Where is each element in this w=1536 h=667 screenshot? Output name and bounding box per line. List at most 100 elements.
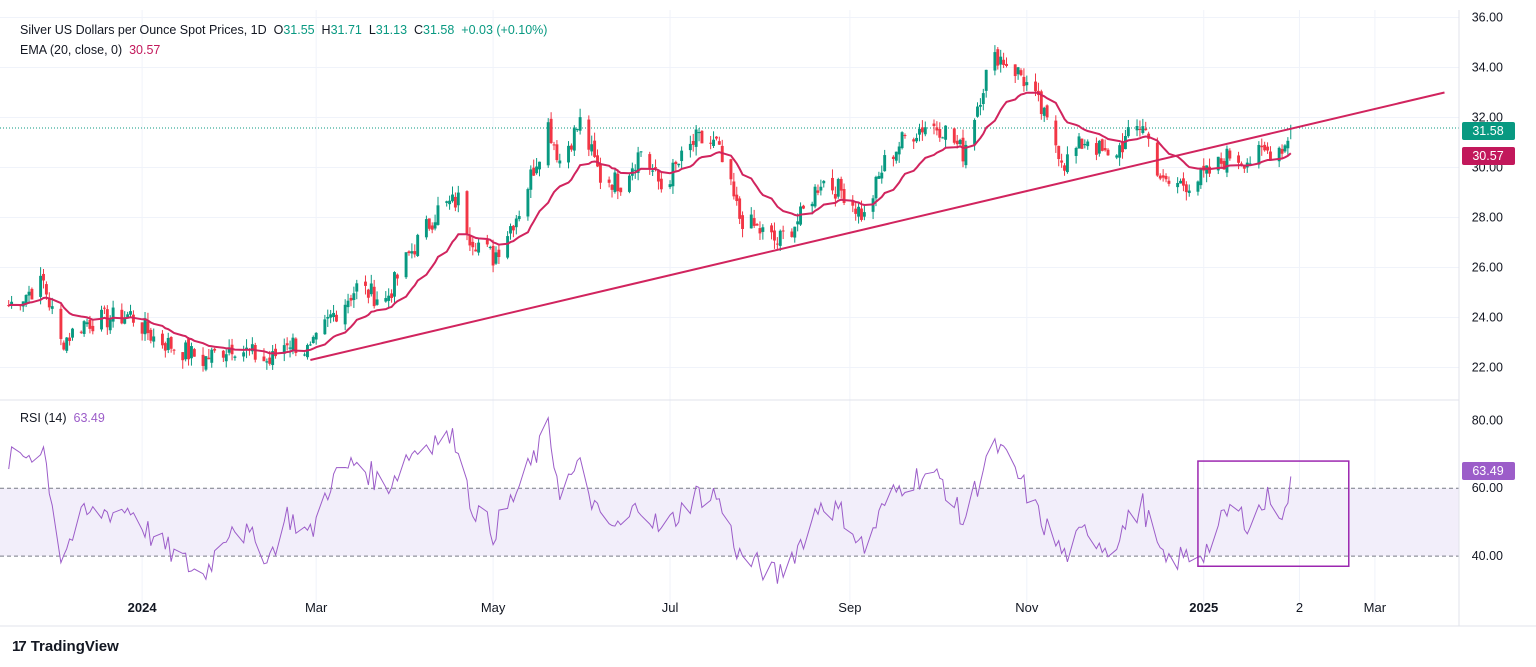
- candle-body: [596, 155, 599, 167]
- candle-body: [1257, 144, 1261, 165]
- candle-body: [1184, 184, 1188, 193]
- candle-body: [355, 283, 359, 292]
- candle-body: [822, 180, 826, 184]
- candle-body: [836, 179, 840, 197]
- rsi-highlight-box[interactable]: [1197, 460, 1350, 568]
- candle-body: [1034, 81, 1037, 92]
- candle-body: [416, 234, 420, 256]
- candle-body: [488, 246, 492, 248]
- candles: [7, 45, 1293, 372]
- candle-body: [636, 152, 640, 173]
- candle-body: [375, 299, 379, 305]
- candle-body: [1016, 67, 1020, 75]
- candle-body: [903, 135, 907, 137]
- candle-body: [712, 139, 715, 146]
- candle-body: [509, 226, 512, 234]
- candle-body: [1106, 149, 1110, 156]
- candle-body: [558, 160, 562, 164]
- rsi-band: [0, 488, 1459, 557]
- candle-body: [984, 69, 988, 91]
- candle-body: [1005, 63, 1008, 66]
- candle-body: [813, 186, 817, 207]
- candle-body: [714, 136, 718, 139]
- candle-body: [329, 314, 333, 318]
- trendline[interactable]: [310, 91, 1445, 361]
- candle-body: [221, 350, 225, 358]
- candle-body: [897, 146, 901, 155]
- candle-body: [1039, 91, 1043, 115]
- candle-body: [920, 127, 924, 133]
- candle-body: [494, 252, 498, 264]
- tradingview-logo-icon: 17: [12, 638, 27, 655]
- candle-body: [349, 297, 353, 301]
- candle-body: [253, 345, 257, 360]
- candle-body: [671, 162, 675, 187]
- time-tick-label: Nov: [1015, 600, 1039, 615]
- candle-body: [465, 191, 469, 234]
- candle-body: [204, 356, 208, 370]
- rsi-band-lines: [0, 487, 1459, 557]
- candle-body: [326, 316, 330, 319]
- candle-body: [555, 144, 559, 161]
- candle-body: [694, 129, 698, 147]
- price-tick-label: 36.00: [1472, 11, 1503, 25]
- candle-body: [393, 272, 396, 297]
- candle-body: [729, 159, 733, 180]
- candle-body: [944, 125, 948, 140]
- candle-body: [102, 307, 106, 309]
- close-label: C: [414, 23, 424, 37]
- low-label: L: [368, 23, 376, 37]
- time-tick-label: Mar: [305, 600, 328, 615]
- candle-body: [291, 337, 295, 351]
- candle-body: [250, 344, 254, 352]
- high-value: 31.71: [330, 23, 362, 37]
- candle-body: [587, 119, 591, 150]
- candle-body: [616, 173, 620, 192]
- candle-body: [50, 306, 54, 309]
- tradingview-logo-text: TradingView: [30, 638, 119, 655]
- candle-body: [47, 297, 51, 308]
- candle-body: [552, 144, 556, 146]
- candle-body: [201, 354, 205, 366]
- candle-body: [862, 212, 866, 217]
- candle-body: [224, 354, 228, 362]
- candle-body: [352, 293, 356, 301]
- candle-body: [85, 322, 89, 325]
- candle-body: [210, 349, 214, 363]
- candle-body: [833, 194, 837, 199]
- candle-body: [1097, 140, 1101, 154]
- candle-body: [187, 339, 190, 360]
- candle-body: [497, 249, 501, 258]
- candle-body: [1083, 143, 1087, 146]
- candle-body: [854, 208, 858, 214]
- candle-body: [511, 225, 515, 231]
- candle-body: [1080, 138, 1084, 149]
- time-tick-label: 2025: [1189, 600, 1218, 615]
- ema-line: [8, 91, 1292, 355]
- candle-body: [111, 307, 115, 322]
- candle-body: [129, 311, 132, 315]
- candle-body: [1063, 165, 1066, 171]
- open-value: 31.55: [283, 23, 315, 37]
- tradingview-logo[interactable]: 17 TradingView: [12, 638, 119, 655]
- time-tick-label: May: [481, 600, 506, 615]
- time-axis: 2024 Mar May Jul Sep Nov 2025 2 Mar: [128, 600, 1387, 615]
- candle-body: [973, 119, 977, 145]
- candle-body: [27, 291, 31, 296]
- candle-body: [923, 127, 927, 135]
- candle-body: [996, 49, 1000, 66]
- candle-body: [1158, 175, 1162, 179]
- ema-price-tag: [1462, 147, 1515, 165]
- candle-body: [831, 177, 834, 191]
- candle-body: [619, 187, 623, 193]
- rsi-value-tag: [1462, 462, 1515, 480]
- candle-body: [549, 118, 553, 144]
- candle-body: [169, 337, 173, 349]
- candle-body: [1025, 82, 1029, 86]
- candle-body: [938, 128, 942, 138]
- candle-body: [1141, 126, 1145, 133]
- candle-body: [1266, 146, 1270, 151]
- candle-body: [323, 319, 327, 335]
- candle-body: [123, 317, 127, 324]
- candle-body: [738, 198, 742, 219]
